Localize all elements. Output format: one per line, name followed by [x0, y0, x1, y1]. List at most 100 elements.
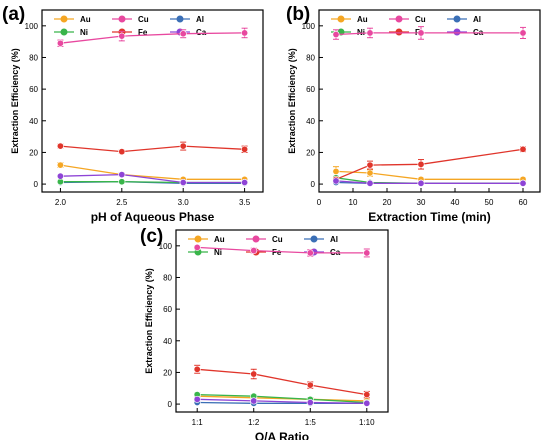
panel-label: (c) [140, 226, 163, 247]
series-ca [193, 395, 371, 407]
y-axis-title: Extraction Efficiency (%) [287, 48, 297, 154]
legend-label: Au [357, 15, 368, 24]
legend-marker [60, 15, 68, 23]
chart-panel-2: 0 10 20 30 40 50 60 0 20 40 60 80 100 Extraction Time… [286, 4, 541, 224]
x-tick-label: 50 [485, 198, 494, 207]
data-point [306, 249, 314, 257]
chart-panel-1: 2.0 2.5 3.0 3.5 0 20 40 60 80 100 pH of Aqueous Ph… [2, 4, 264, 224]
y-tick-label: 40 [306, 117, 315, 126]
data-point [193, 395, 201, 403]
panel-label: (b) [286, 4, 310, 25]
y-tick-label: 20 [163, 368, 172, 377]
plot-frame [41, 9, 264, 193]
series-fe [193, 364, 371, 399]
series-line [60, 164, 245, 180]
series-line [197, 398, 367, 404]
x-axis-title: O/A Ratio [255, 430, 309, 440]
y-tick-label: 20 [306, 148, 315, 157]
x-tick-label: 0 [317, 198, 322, 207]
legend-marker [60, 28, 68, 36]
data-point [118, 178, 126, 186]
data-point [118, 148, 126, 156]
legend-marker [310, 235, 318, 243]
x-tick-label: 60 [519, 198, 528, 207]
y-tick-label: 80 [29, 53, 38, 62]
data-point [519, 179, 527, 187]
legend-label: Au [80, 15, 91, 24]
legend-label: Cu [138, 15, 149, 24]
x-tick-label: 1:1 [192, 418, 204, 427]
legend-entry-al: Al [170, 15, 204, 24]
data-point [118, 171, 126, 179]
legend-label: Fe [138, 28, 148, 37]
x-axis-title: Extraction Time (min) [368, 210, 490, 224]
x-tick-label: 40 [451, 198, 460, 207]
legend-entry-ni: Ni [331, 28, 365, 37]
legend-entry-al: Al [304, 235, 338, 244]
series-ca [332, 177, 527, 187]
data-point [56, 172, 64, 180]
series-line [60, 173, 245, 184]
legend-marker [395, 15, 403, 23]
legend-marker [453, 28, 461, 36]
legend-marker [176, 15, 184, 23]
data-point [417, 160, 425, 168]
series-line [335, 180, 523, 184]
data-point [417, 179, 425, 187]
data-point [332, 177, 340, 185]
series-cu [193, 243, 371, 258]
legend-marker [252, 235, 260, 243]
y-tick-label: 20 [29, 148, 38, 157]
data-point [363, 249, 371, 257]
series-line [197, 368, 367, 396]
panel-label: (a) [2, 4, 25, 25]
x-tick-label: 20 [383, 198, 392, 207]
data-point [366, 179, 374, 187]
data-point [363, 399, 371, 407]
legend-label: Al [196, 15, 204, 24]
data-point [332, 167, 340, 175]
data-point [519, 145, 527, 153]
y-tick-label: 100 [302, 22, 316, 31]
legend-label: Al [473, 15, 481, 24]
data-point [366, 161, 374, 169]
y-tick-label: 60 [306, 85, 315, 94]
legend-label: Ni [214, 248, 222, 257]
legend-entry-au: Au [54, 15, 91, 24]
y-tick-label: 60 [163, 305, 172, 314]
legend-marker [337, 15, 345, 23]
y-axis-title: Extraction Efficiency (%) [144, 268, 154, 374]
series-ca [56, 171, 249, 187]
data-point [366, 29, 374, 37]
x-tick-label: 10 [349, 198, 358, 207]
legend-entry-au: Au [331, 15, 368, 24]
data-point [56, 142, 64, 150]
series-cu [56, 27, 249, 47]
x-tick-label: 1:2 [248, 418, 260, 427]
series-line [335, 32, 523, 36]
data-point [306, 381, 314, 389]
data-point [332, 31, 340, 39]
y-tick-label: 60 [29, 85, 38, 94]
legend-entry-cu: Cu [389, 15, 426, 24]
y-axis-title: Extraction Efficiency (%) [10, 48, 20, 154]
data-point [250, 247, 258, 255]
series-ni [193, 391, 371, 407]
legend-label: Au [214, 235, 225, 244]
data-point [241, 29, 249, 37]
plot-frame [318, 9, 541, 193]
legend-marker [453, 15, 461, 23]
data-point [306, 399, 314, 407]
y-tick-label: 40 [29, 117, 38, 126]
legend-marker [194, 235, 202, 243]
y-tick-label: 0 [34, 180, 39, 189]
legend-marker [118, 15, 126, 23]
y-tick-label: 100 [25, 22, 39, 31]
chart-panel-3: 1:1 1:2 1:5 1:10 0 20 40 60 80 100 O/A Ratio Extrac… [140, 226, 389, 440]
legend-entry-ni: Ni [188, 248, 222, 257]
legend-label: Al [330, 235, 338, 244]
data-point [118, 32, 126, 40]
y-tick-label: 0 [168, 400, 173, 409]
x-tick-label: 1:10 [359, 418, 375, 427]
legend-label: Cu [415, 15, 426, 24]
